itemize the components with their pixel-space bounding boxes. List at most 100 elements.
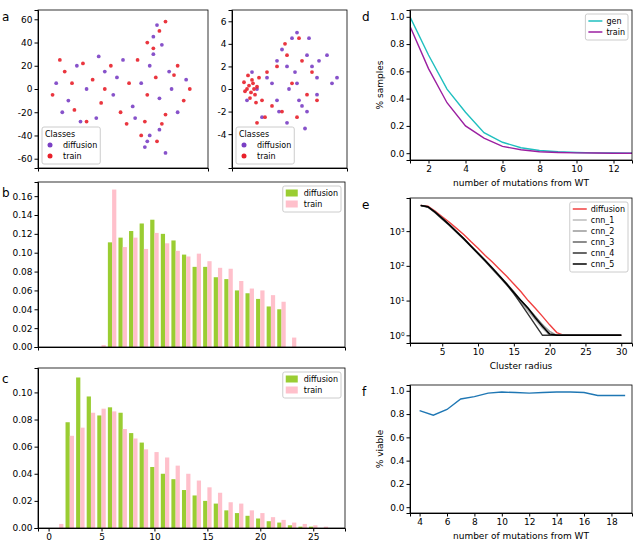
x-axis-tick-label: 14	[551, 517, 563, 527]
y-axis-tick-label: -40	[18, 131, 33, 141]
y-axis-tick-label: 0.4	[390, 94, 405, 104]
legend-label: diffusion	[257, 141, 291, 150]
legend-label: cnn_5	[591, 260, 615, 269]
bar	[76, 377, 80, 528]
bar	[207, 261, 211, 347]
y-axis-tick-mark	[407, 335, 411, 336]
x-axis-tick-label: 15	[509, 347, 520, 357]
x-axis-tick-label: 6	[445, 517, 451, 527]
bar	[218, 493, 222, 528]
point	[263, 115, 267, 119]
bar	[150, 220, 154, 347]
point	[315, 93, 319, 97]
legend-swatch	[573, 241, 587, 243]
x-axis-tick: 5	[440, 343, 446, 357]
point	[160, 43, 164, 47]
bar	[229, 502, 233, 528]
y-axis-tick-mark	[35, 290, 39, 291]
y-axis: 10⁰10¹10²10³	[389, 199, 410, 344]
bar	[154, 452, 158, 528]
bar	[267, 306, 271, 347]
point	[335, 76, 339, 80]
bar	[182, 490, 186, 528]
point	[66, 99, 70, 103]
y-axis-tick: 0.8	[390, 409, 410, 419]
y-axis-tick-label: -2	[218, 107, 227, 117]
panel: 05101520250.000.020.040.060.080.10diffus…	[12, 368, 345, 542]
legend-swatch	[242, 154, 247, 159]
legend-swatch	[588, 31, 602, 33]
point	[172, 73, 176, 77]
point	[158, 96, 162, 100]
point	[297, 36, 301, 40]
point	[145, 93, 149, 97]
x-axis-tick-label: 4	[417, 517, 423, 527]
x-axis-tick-label: 10	[571, 164, 583, 174]
point	[250, 70, 254, 74]
legend-label: train	[606, 28, 625, 37]
y-axis-tick-label: 60	[21, 15, 33, 25]
point	[305, 110, 309, 114]
y-axis-tick: 0.00	[12, 342, 38, 352]
legend-label: train	[304, 200, 323, 209]
y-axis-tick-mark	[407, 99, 411, 100]
y-axis-tick: 0.2	[390, 479, 410, 489]
point	[300, 104, 304, 108]
point	[255, 85, 259, 89]
x-axis-tick: 12	[524, 513, 535, 527]
x-axis-tick: 0	[46, 528, 52, 542]
bar	[108, 407, 112, 528]
legend-swatch	[588, 20, 602, 22]
x-axis: 0510152025	[39, 528, 346, 542]
y-axis-tick-mark	[35, 347, 39, 348]
y-axis-tick-mark	[35, 420, 39, 421]
y-axis-tick-mark	[35, 19, 39, 20]
bar	[154, 233, 158, 347]
y-axis-tick-label: 0.04	[12, 469, 32, 479]
point	[245, 98, 249, 102]
legend-label: cnn_1	[591, 216, 615, 225]
y-axis-tick-mark	[407, 17, 411, 18]
panel: 46810121416180.00.20.40.60.81.0number of…	[375, 385, 633, 541]
point	[254, 101, 258, 105]
point	[170, 87, 174, 91]
x-axis-tick: 18	[606, 513, 618, 527]
x-axis-tick-label: 8	[537, 164, 543, 174]
point	[305, 53, 309, 57]
point	[251, 81, 255, 85]
point	[164, 20, 168, 24]
bar	[218, 268, 222, 347]
plot-frame	[38, 10, 208, 168]
point	[91, 78, 95, 82]
point	[247, 84, 251, 88]
point	[119, 110, 123, 114]
bar	[271, 295, 275, 347]
bar	[108, 242, 112, 347]
bar	[186, 474, 190, 528]
legend-swatch	[573, 230, 587, 232]
point	[127, 81, 131, 85]
point	[143, 145, 147, 149]
y-axis-tick: 10¹	[389, 296, 410, 306]
x-axis-tick-label: 25	[308, 532, 319, 542]
bar	[144, 449, 148, 528]
point	[182, 99, 186, 103]
y-axis-tick-mark	[407, 461, 411, 462]
panel: 246810120.00.20.40.60.81.0number of muta…	[375, 10, 633, 188]
x-axis-line	[39, 348, 346, 351]
legend-label: gen	[606, 17, 621, 26]
x-axis-tick-label: 12	[608, 164, 619, 174]
point	[285, 53, 289, 57]
y-axis-tick: 6	[221, 17, 232, 27]
y-axis-tick: 0.06	[12, 442, 38, 452]
y-axis-tick: 10²	[389, 261, 410, 271]
x-axis-tick: 6	[500, 160, 506, 174]
bar	[256, 519, 260, 528]
y-axis: 0.000.020.040.060.080.10	[12, 369, 38, 534]
bar	[161, 234, 165, 347]
y-axis-tick-label: 6	[221, 17, 227, 27]
point	[242, 80, 246, 84]
x-axis-tick-label: 10	[497, 517, 509, 527]
panel-label: b	[2, 186, 10, 200]
x-axis-tick-label: 4	[463, 164, 469, 174]
